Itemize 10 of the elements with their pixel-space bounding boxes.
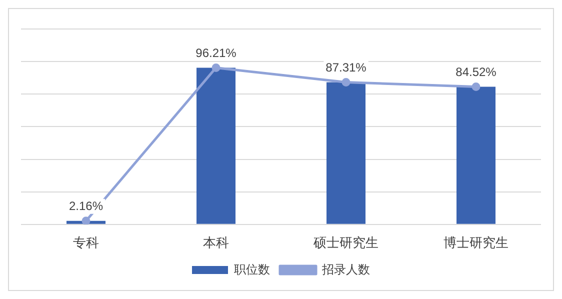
data-label: 2.16%	[68, 199, 104, 214]
data-label: 87.31%	[326, 60, 367, 75]
x-tick-label: 专科	[73, 234, 99, 250]
legend-label: 职位数	[234, 262, 270, 276]
x-tick-label: 博士研究生	[444, 234, 508, 250]
x-tick-label: 本科	[203, 234, 229, 250]
legend-label: 招录人数	[321, 262, 370, 276]
data-label: 96.21%	[196, 46, 237, 60]
x-tick-label: 硕士研究生	[312, 234, 378, 250]
data-label: 84.52%	[456, 65, 497, 80]
